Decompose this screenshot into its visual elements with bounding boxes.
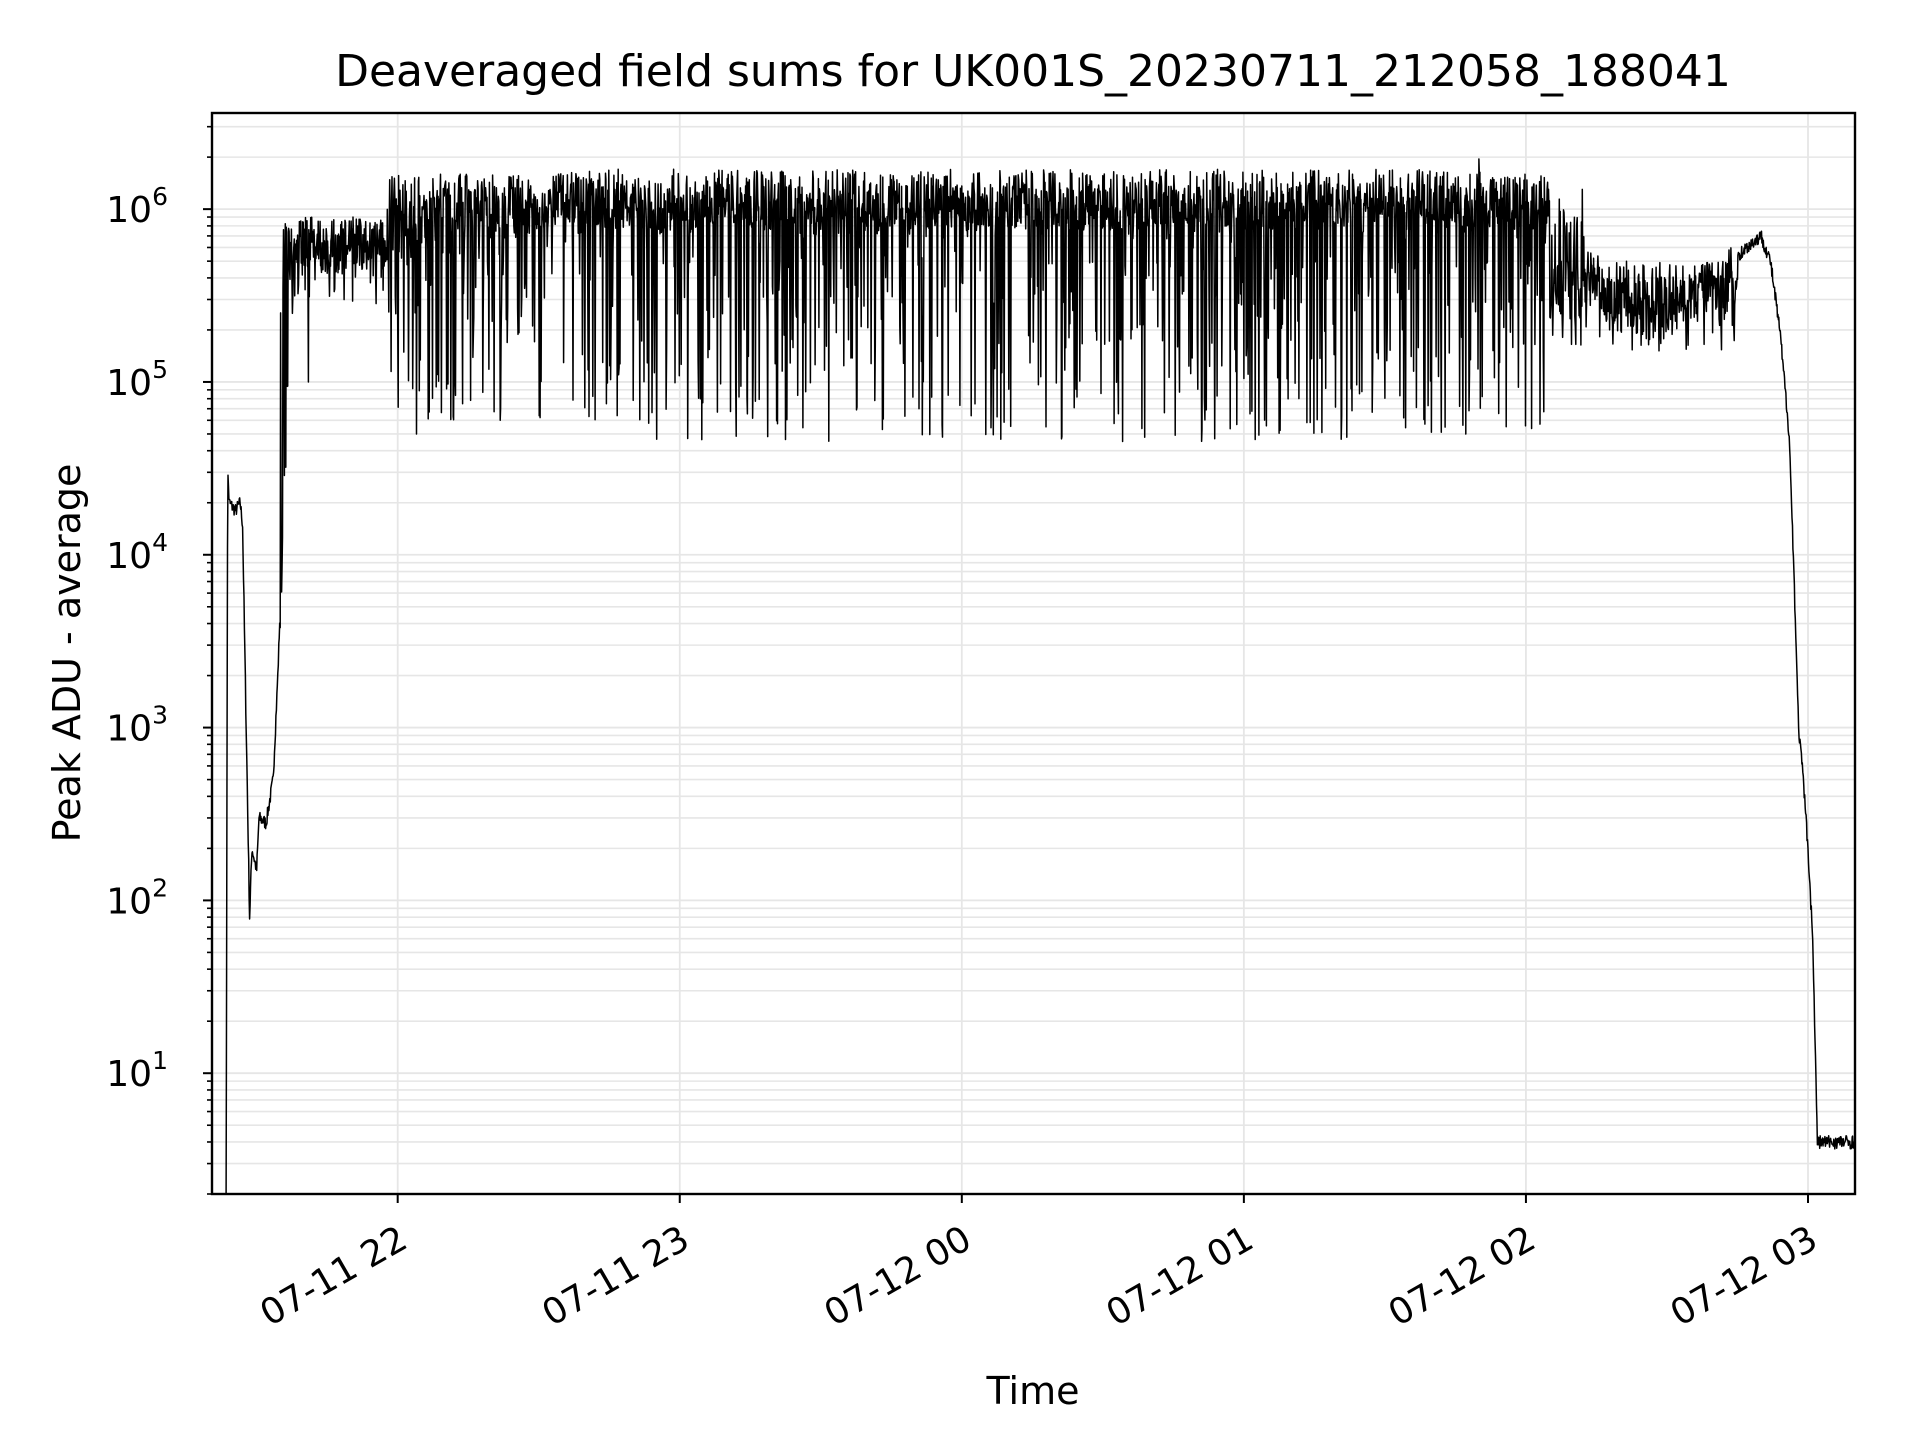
- plot-area: [225, 158, 1856, 1195]
- y-tick-label: 104: [106, 528, 168, 577]
- chart-title: Deaveraged field sums for UK001S_2023071…: [335, 46, 1731, 97]
- plot-frame: [210, 111, 1857, 1196]
- y-axis-label: Peak ADU - average: [45, 464, 89, 843]
- y-tick-label: 102: [106, 873, 168, 922]
- y-tick-label: 101: [106, 1046, 168, 1095]
- x-axis-label: Time: [986, 1369, 1080, 1413]
- y-tick-label: 105: [106, 355, 168, 404]
- y-tick-label: 106: [106, 182, 168, 231]
- y-tick-label: 103: [106, 701, 168, 750]
- series-line: [225, 158, 1856, 1195]
